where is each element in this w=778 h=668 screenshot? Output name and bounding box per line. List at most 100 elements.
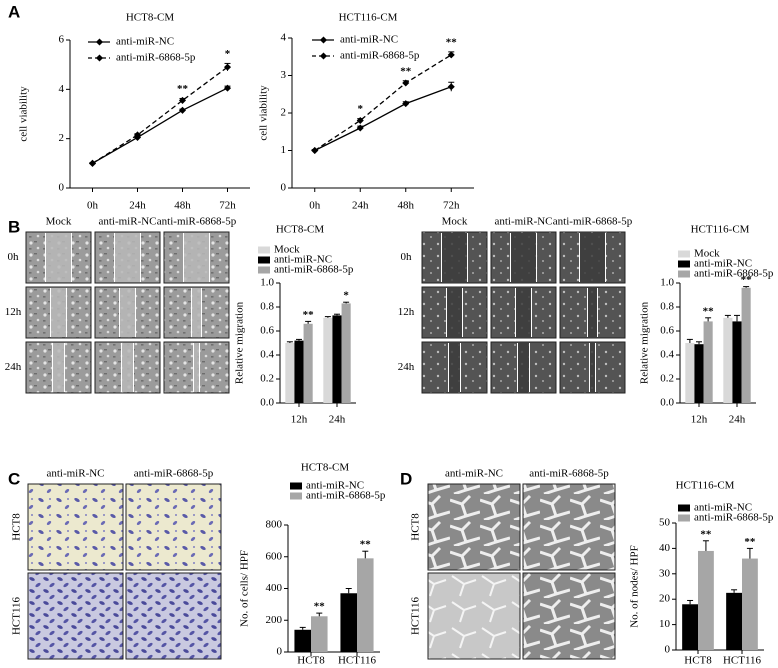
legend-label: anti-miR-NC <box>694 258 752 270</box>
y-tick-label: 40 <box>659 542 671 554</box>
line <box>314 54 452 152</box>
legend-swatch <box>678 504 690 512</box>
bar <box>694 344 704 403</box>
x-tick-label: 12h <box>291 414 308 426</box>
panel-label: B <box>8 217 20 236</box>
y-tick-label: 0 <box>59 182 65 194</box>
y-tick-label: 1.0 <box>660 277 674 289</box>
y-tick-label: 200 <box>266 614 283 626</box>
micrograph <box>427 483 521 571</box>
y-tick-label: 6 <box>59 34 65 46</box>
wound-gap <box>589 343 596 392</box>
marker <box>311 146 319 155</box>
legend-label: anti-miR-6868-5p <box>116 52 196 64</box>
line <box>314 86 452 152</box>
legend-marker <box>319 36 328 44</box>
y-tick-label: 0.8 <box>260 301 274 313</box>
bar <box>685 343 695 403</box>
bar <box>703 321 713 403</box>
significance: ** <box>400 65 412 77</box>
significance: ** <box>314 601 326 613</box>
y-axis-label: cell viability <box>18 86 30 142</box>
y-tick-label: 0.6 <box>260 325 274 337</box>
row-label: 0h <box>8 251 20 263</box>
legend-swatch <box>258 246 270 254</box>
bar <box>340 593 357 652</box>
wound-gap <box>191 288 202 337</box>
bar <box>294 629 311 652</box>
micrograph <box>27 572 124 660</box>
legend-marker <box>95 54 104 62</box>
y-tick-label: 600 <box>266 550 283 562</box>
wound-gap <box>121 343 134 392</box>
marker <box>223 84 232 92</box>
marker <box>447 83 455 91</box>
marker <box>402 79 410 87</box>
x-tick-label: HCT116 <box>723 655 762 667</box>
significance: ** <box>360 539 372 551</box>
legend-swatch <box>678 514 690 522</box>
chart-title: HCT8-CM <box>276 224 325 236</box>
wound-gap <box>441 233 468 282</box>
y-tick-label: 0.0 <box>660 397 674 409</box>
legend-label: anti-miR-6868-5p <box>274 264 354 276</box>
column-label: Mock <box>46 216 72 228</box>
legend-label: anti-miR-NC <box>340 34 398 46</box>
bar <box>341 303 351 403</box>
row-label: 12h <box>5 306 22 318</box>
x-tick-label: HCT8 <box>684 655 712 667</box>
legend-label: anti-miR-6868-5p <box>694 512 774 524</box>
legend-swatch <box>290 492 302 500</box>
x-tick-label: 24h <box>352 200 369 212</box>
x-tick-label: 12h <box>691 414 708 426</box>
column-label: Mock <box>442 216 468 228</box>
micrograph <box>522 572 616 660</box>
chart-title: HCT116-CM <box>339 12 398 24</box>
x-tick-label: 24h <box>329 414 346 426</box>
significance: * <box>343 290 349 302</box>
column-label: anti-miR-NC <box>98 216 156 228</box>
panel-label: D <box>400 469 412 488</box>
y-tick-label: 30 <box>659 567 671 579</box>
marker <box>178 106 187 114</box>
y-tick-label: 0.2 <box>260 373 274 385</box>
wound-gap <box>183 233 210 282</box>
marker <box>356 116 364 125</box>
wound-gap <box>446 288 463 337</box>
y-tick-label: 1 <box>281 144 287 156</box>
wound-gap <box>193 343 200 392</box>
micrograph <box>522 483 616 571</box>
y-tick-label: 0.8 <box>660 301 674 313</box>
y-axis-label: No. of nodes/ HPF <box>629 545 641 628</box>
marker <box>133 131 142 139</box>
bar <box>285 343 295 403</box>
bar <box>311 616 328 652</box>
y-tick-label: 0.6 <box>660 325 674 337</box>
micrograph <box>125 483 222 571</box>
y-tick-label: 0 <box>277 646 283 658</box>
y-tick-label: 0.0 <box>260 397 274 409</box>
significance: ** <box>700 528 712 540</box>
significance: ** <box>303 309 315 321</box>
wound-gap <box>45 233 72 282</box>
row-label: HCT116 <box>410 596 422 635</box>
wound-gap <box>579 233 606 282</box>
x-tick-label: 48h <box>174 200 191 212</box>
y-axis-label: Relative migration <box>639 301 651 384</box>
y-tick-label: 4 <box>59 83 65 95</box>
row-label: HCT116 <box>11 596 23 635</box>
bar <box>323 317 333 403</box>
legend-swatch <box>258 256 270 264</box>
legend-label: anti-miR-NC <box>306 480 364 492</box>
legend-label: anti-miR-NC <box>116 36 174 48</box>
y-axis-label: cell viability <box>258 85 270 141</box>
wound-gap <box>50 288 67 337</box>
y-axis-label: Relative migration <box>234 301 246 384</box>
legend-label: anti-miR-NC <box>694 502 752 514</box>
x-tick-label: HCT116 <box>338 655 377 667</box>
wound-gap <box>587 288 598 337</box>
bar <box>726 592 742 650</box>
y-tick-label: 2 <box>281 107 287 119</box>
legend-label: anti-miR-NC <box>274 254 332 266</box>
legend-label: anti-miR-6868-5p <box>694 268 774 280</box>
